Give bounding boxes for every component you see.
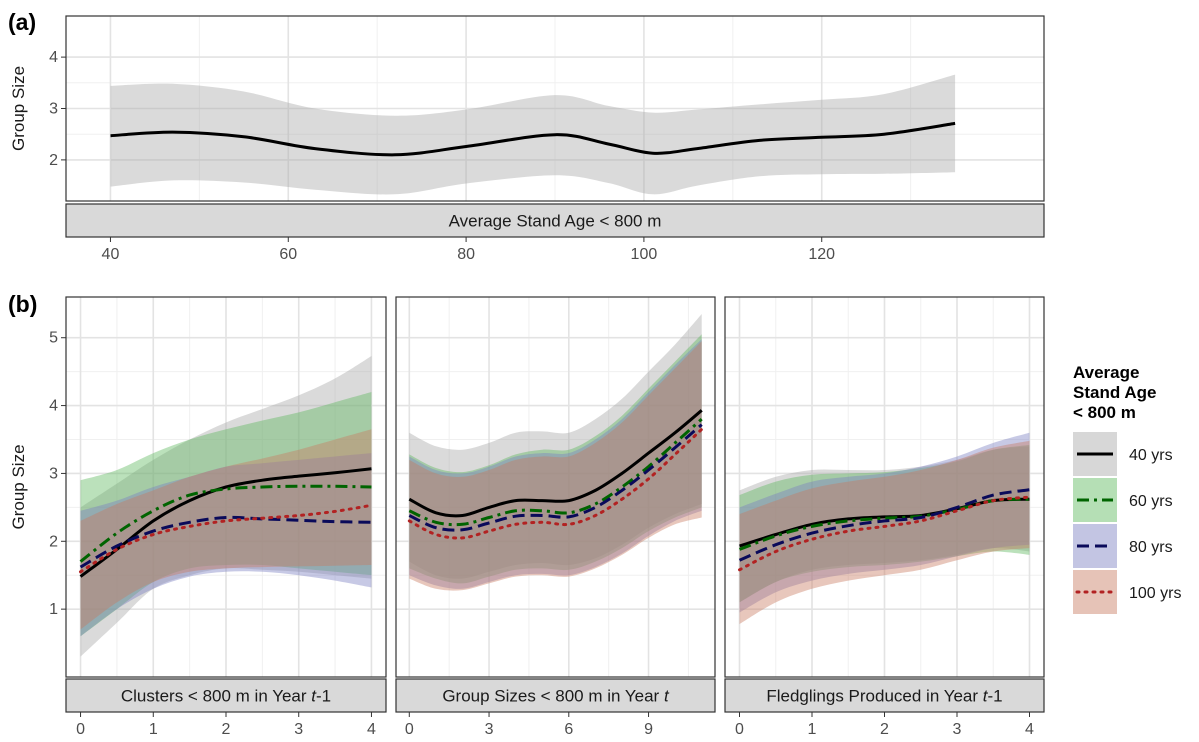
panel-border bbox=[724, 296, 1045, 678]
confidence-ribbon-2 bbox=[739, 444, 1030, 603]
y-tick-label: 2 bbox=[49, 152, 58, 169]
strip-label: Group Sizes < 800 m in Year t bbox=[442, 687, 670, 706]
series-layer bbox=[407, 314, 704, 591]
strip-label-part: Fledglings Produced in Year bbox=[766, 687, 982, 706]
x-tick-label: 0 bbox=[76, 721, 85, 738]
x-tick-label: 4 bbox=[1025, 721, 1034, 738]
series-line-3 bbox=[408, 423, 703, 532]
strip-label: Average Stand Age < 800 m bbox=[449, 212, 662, 231]
legend-label: 60 yrs bbox=[1129, 493, 1173, 510]
series-line-1 bbox=[110, 121, 956, 157]
y-tick-label: 2 bbox=[49, 533, 58, 550]
strip-label-part: t bbox=[983, 687, 989, 706]
legend-label: 80 yrs bbox=[1129, 539, 1173, 556]
x-tick-label: 3 bbox=[485, 721, 494, 738]
strip-background bbox=[395, 678, 716, 713]
x-tick-label: 2 bbox=[222, 721, 231, 738]
facet-3: Fledglings Produced in Year t-1 0 1 2 3 4 bbox=[724, 296, 1045, 738]
x-tick-label: 120 bbox=[808, 246, 835, 263]
y-tick-label: 5 bbox=[49, 330, 58, 347]
x-tick-label: 9 bbox=[644, 721, 653, 738]
x-tick-label: 1 bbox=[149, 721, 158, 738]
confidence-ribbon-2 bbox=[409, 334, 702, 584]
strip-label-part: t bbox=[311, 687, 317, 706]
strip-label-part: t bbox=[664, 687, 670, 706]
panel-a-label: (a) bbox=[8, 9, 36, 35]
panel-border bbox=[395, 296, 716, 678]
series-line-1 bbox=[79, 467, 372, 578]
x-tick-label: 6 bbox=[564, 721, 573, 738]
strip-label-part: -1 bbox=[316, 687, 331, 706]
legend-title-line: < 800 m bbox=[1073, 403, 1136, 422]
legend-title-line: Average bbox=[1073, 363, 1139, 382]
series-line-2 bbox=[408, 417, 703, 527]
confidence-ribbon-4 bbox=[409, 341, 702, 591]
confidence-ribbon-4 bbox=[80, 429, 372, 630]
panel-a: 2 3 4 Average Stand Age < 800 m 40 60 80 100 120… bbox=[9, 15, 1045, 263]
strip-background bbox=[65, 678, 387, 713]
series-line-4 bbox=[407, 427, 704, 540]
x-tick-label: 3 bbox=[294, 721, 303, 738]
confidence-ribbon-1 bbox=[739, 446, 1030, 603]
strip-label: Clusters < 800 m in Year t-1 bbox=[121, 687, 331, 706]
x-tick-label: 80 bbox=[457, 246, 475, 263]
y-tick-label: 1 bbox=[49, 601, 58, 618]
strip-background bbox=[65, 203, 1045, 238]
x-tick-label: 100 bbox=[631, 246, 658, 263]
confidence-ribbon-3 bbox=[409, 339, 702, 589]
strip-label-part: -1 bbox=[988, 687, 1003, 706]
y-tick-label: 3 bbox=[49, 465, 58, 482]
confidence-ribbon-2 bbox=[80, 392, 372, 637]
facet-1: 1 2 3 4 5 Clusters < 800 m in Year t-1 0 1 2 3 4 bbox=[49, 296, 387, 738]
legend-label: 100 yrs bbox=[1129, 585, 1181, 602]
x-tick-label: 4 bbox=[367, 721, 376, 738]
series-layer bbox=[738, 432, 1031, 625]
y-tick-label: 4 bbox=[49, 49, 58, 66]
confidence-ribbon-1 bbox=[409, 314, 702, 579]
series-layer bbox=[79, 356, 373, 657]
strip-label: Fledglings Produced in Year t-1 bbox=[766, 687, 1002, 706]
series-line-3 bbox=[79, 515, 372, 569]
strip-label-part: Group Sizes < 800 m in Year bbox=[442, 687, 664, 706]
series-line-4 bbox=[79, 503, 373, 574]
confidence-ribbon-1 bbox=[110, 74, 956, 195]
x-tick-label: 3 bbox=[953, 721, 962, 738]
confidence-ribbon-1 bbox=[80, 356, 372, 657]
strip-background bbox=[724, 678, 1045, 713]
x-tick-label: 2 bbox=[880, 721, 889, 738]
legend-title-line: Stand Age bbox=[1073, 383, 1156, 402]
series-line-1 bbox=[408, 409, 703, 518]
y-axis-title: Group Size bbox=[9, 444, 28, 529]
facet-2: Group Sizes < 800 m in Year t 0 3 6 9 bbox=[395, 296, 716, 738]
strip-label-part: Average Stand Age < 800 m bbox=[449, 212, 662, 231]
panel-b-label: (b) bbox=[8, 291, 37, 317]
x-tick-label: 0 bbox=[405, 721, 414, 738]
x-tick-label: 0 bbox=[735, 721, 744, 738]
x-tick-label: 1 bbox=[808, 721, 817, 738]
confidence-ribbon-3 bbox=[739, 432, 1030, 613]
confidence-ribbon-3 bbox=[80, 453, 372, 637]
y-tick-label: 3 bbox=[49, 101, 58, 118]
confidence-ribbon-4 bbox=[739, 440, 1030, 625]
series-line-3 bbox=[738, 488, 1030, 562]
strip-label-part: Clusters < 800 m in Year bbox=[121, 687, 311, 706]
x-tick-label: 40 bbox=[102, 246, 120, 263]
y-tick-label: 4 bbox=[49, 398, 58, 415]
panel-border bbox=[65, 296, 387, 678]
series-layer bbox=[110, 74, 956, 195]
x-tick-label: 60 bbox=[279, 246, 297, 263]
series-line-4 bbox=[738, 495, 1031, 572]
series-line-2 bbox=[79, 484, 372, 563]
y-axis-title: Group Size bbox=[9, 66, 28, 151]
legend-label: 40 yrs bbox=[1129, 447, 1173, 464]
panel-border bbox=[65, 15, 1045, 202]
